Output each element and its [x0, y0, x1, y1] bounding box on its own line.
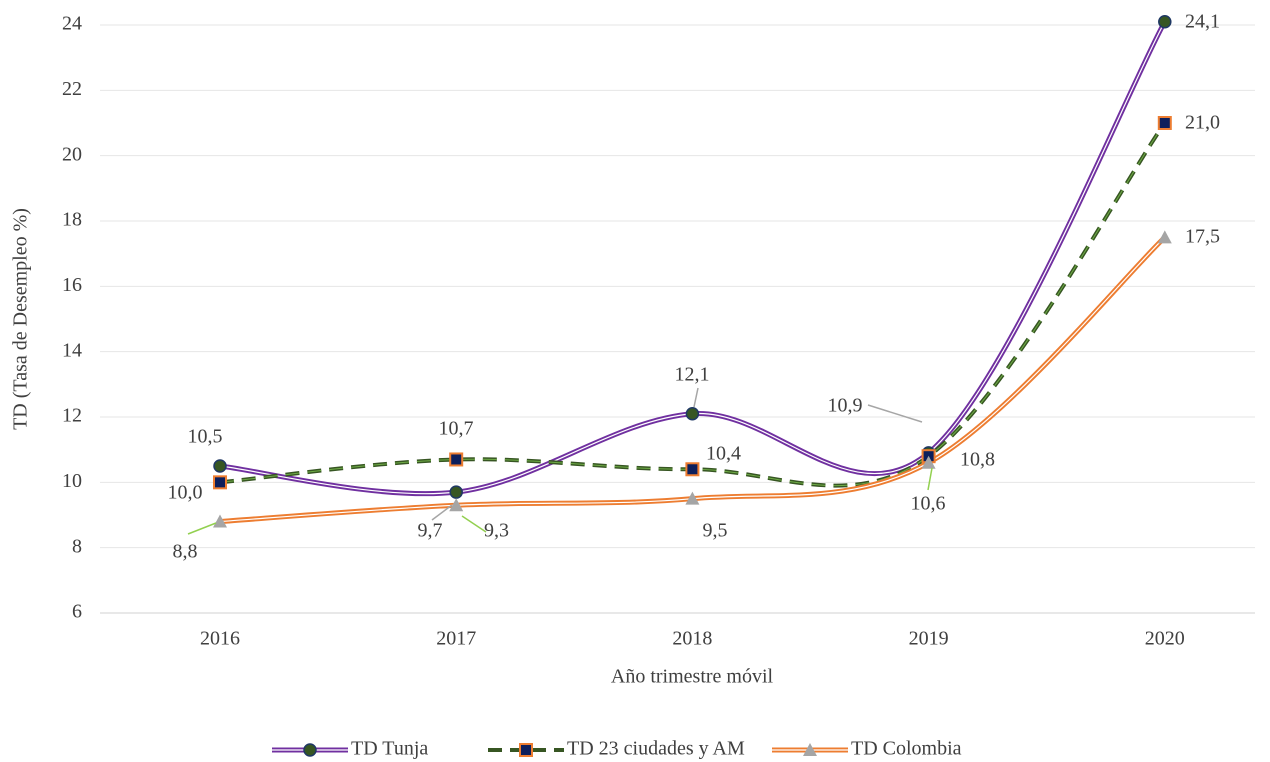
marker [449, 452, 464, 467]
data-label: 12,1 [675, 364, 710, 386]
y-tick-label: 18 [62, 209, 82, 231]
data-label: 10,6 [911, 493, 946, 515]
data-label: 9,5 [703, 520, 728, 542]
x-tick-label: 2020 [1145, 628, 1185, 650]
y-tick-label: 24 [62, 13, 82, 35]
leader-line [461, 515, 487, 533]
data-label: 10,5 [188, 426, 223, 448]
marker [213, 475, 227, 490]
y-tick-label: 8 [72, 535, 82, 557]
marker [303, 743, 317, 757]
x-tick-label: 2016 [200, 628, 240, 650]
legend-label: TD Tunja [351, 738, 428, 760]
y-tick-label: 10 [62, 470, 82, 492]
x-axis-title: Año trimestre móvil [611, 666, 774, 688]
data-label: 9,3 [484, 520, 509, 542]
y-tick-label: 14 [62, 339, 82, 361]
legend-label: TD Colombia [851, 738, 962, 760]
series-line [219, 121, 1167, 488]
marker [685, 491, 700, 505]
data-label: 17,5 [1185, 226, 1220, 248]
series-line-inner [219, 122, 1166, 487]
data-label: 10,4 [706, 443, 741, 465]
data-label: 8,8 [173, 541, 198, 563]
data-label: 10,8 [960, 449, 995, 471]
y-tick-label: 12 [62, 405, 82, 427]
y-axis-title: TD (Tasa de Desempleo %) [10, 208, 32, 430]
leader-line [431, 504, 453, 521]
marker [449, 498, 464, 512]
x-tick-label: 2019 [909, 628, 949, 650]
marker [685, 406, 700, 421]
data-label: 21,0 [1185, 112, 1220, 134]
data-label: 24,1 [1185, 11, 1220, 33]
y-tick-label: 22 [62, 78, 82, 100]
leader-line [693, 387, 699, 408]
marker [449, 485, 463, 499]
marker [921, 455, 936, 469]
marker [685, 462, 700, 477]
y-tick-label: 20 [62, 143, 82, 165]
marker [1157, 116, 1172, 130]
marker [1157, 230, 1172, 244]
legend-label: TD 23 ciudades y AM [567, 738, 745, 760]
marker [1158, 14, 1172, 29]
data-label: 10,9 [828, 395, 863, 417]
data-label: 10,7 [439, 418, 474, 440]
marker [519, 743, 533, 757]
marker [213, 514, 227, 528]
series-line-inner [219, 21, 1166, 495]
leader-line [867, 404, 923, 423]
leader-line [927, 467, 933, 491]
y-tick-label: 6 [72, 601, 82, 623]
x-tick-label: 2018 [672, 628, 712, 650]
data-label: 10,0 [168, 482, 203, 504]
marker [213, 459, 227, 473]
leader-line [187, 522, 217, 535]
series-line-inner [219, 236, 1166, 523]
marker [803, 743, 817, 756]
y-tick-label: 16 [62, 274, 82, 296]
x-tick-label: 2017 [436, 628, 476, 650]
series-line [219, 20, 1167, 497]
data-label: 9,7 [418, 520, 443, 542]
